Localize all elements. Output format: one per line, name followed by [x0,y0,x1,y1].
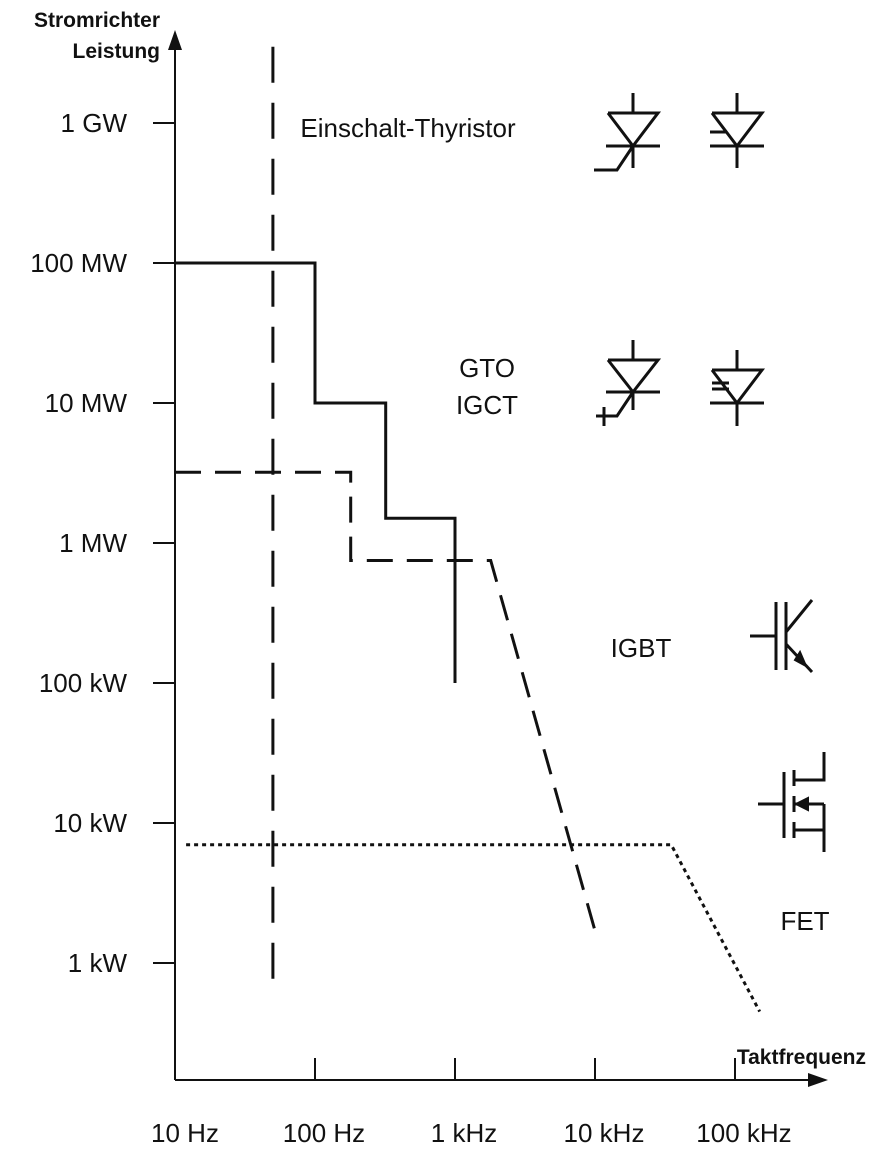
triac-icon [710,93,766,168]
y-axis-arrow [168,30,182,50]
x-tick-label: 100 Hz [283,1118,365,1148]
y-tick-label: 1 GW [61,108,128,138]
y-tick-label: 10 MW [45,388,128,418]
x-ticks: 100 Hz 1 kHz 10 kHz 100 kHz 10 Hz [151,1058,792,1148]
mosfet-icon [758,752,826,852]
region-labels: Einschalt-Thyristor GTO IGCT IGBT FET [300,113,829,936]
y-tick-label: 10 kW [53,808,127,838]
region-label-fet: FET [780,906,829,936]
region-label-gto: IGCT [456,390,518,420]
x-tick-label: 100 kHz [696,1118,791,1148]
y-tick-label: 1 kW [68,948,128,978]
region-label-gto: GTO [459,353,515,383]
y-axis-title-line-2: Leistung [73,40,161,63]
y-tick-label: 100 MW [30,248,127,278]
x-tick-label: 10 Hz [151,1118,219,1148]
axes: Stromrichter Leistung Taktfrequenz [34,9,866,1087]
x-tick-label: 1 kHz [431,1118,497,1148]
series-line-fet [186,843,762,1013]
y-axis-title-line-1: Stromrichter [34,9,160,32]
y-tick-label: 100 kW [39,668,128,698]
series-group [175,46,762,1013]
region-label-einschalt: Einschalt-Thyristor [300,113,516,143]
thyristor-icon [594,93,662,172]
gto-thyristor-icon [596,340,662,426]
region-label-igbt: IGBT [611,633,672,663]
series-line-gto-igct [175,261,457,683]
x-axis-arrow [808,1073,828,1087]
igct-icon [710,350,766,426]
y-ticks: 1 kW 10 kW 100 kW 1 MW 10 MW 100 MW 1 GW [30,108,175,978]
series-line-igbt [175,470,597,932]
y-tick-label: 1 MW [59,528,127,558]
device-symbols [594,93,826,852]
x-tick-label: 10 kHz [564,1118,645,1148]
x-axis-title: Taktfrequenz [737,1046,866,1069]
igbt-icon [750,599,814,674]
